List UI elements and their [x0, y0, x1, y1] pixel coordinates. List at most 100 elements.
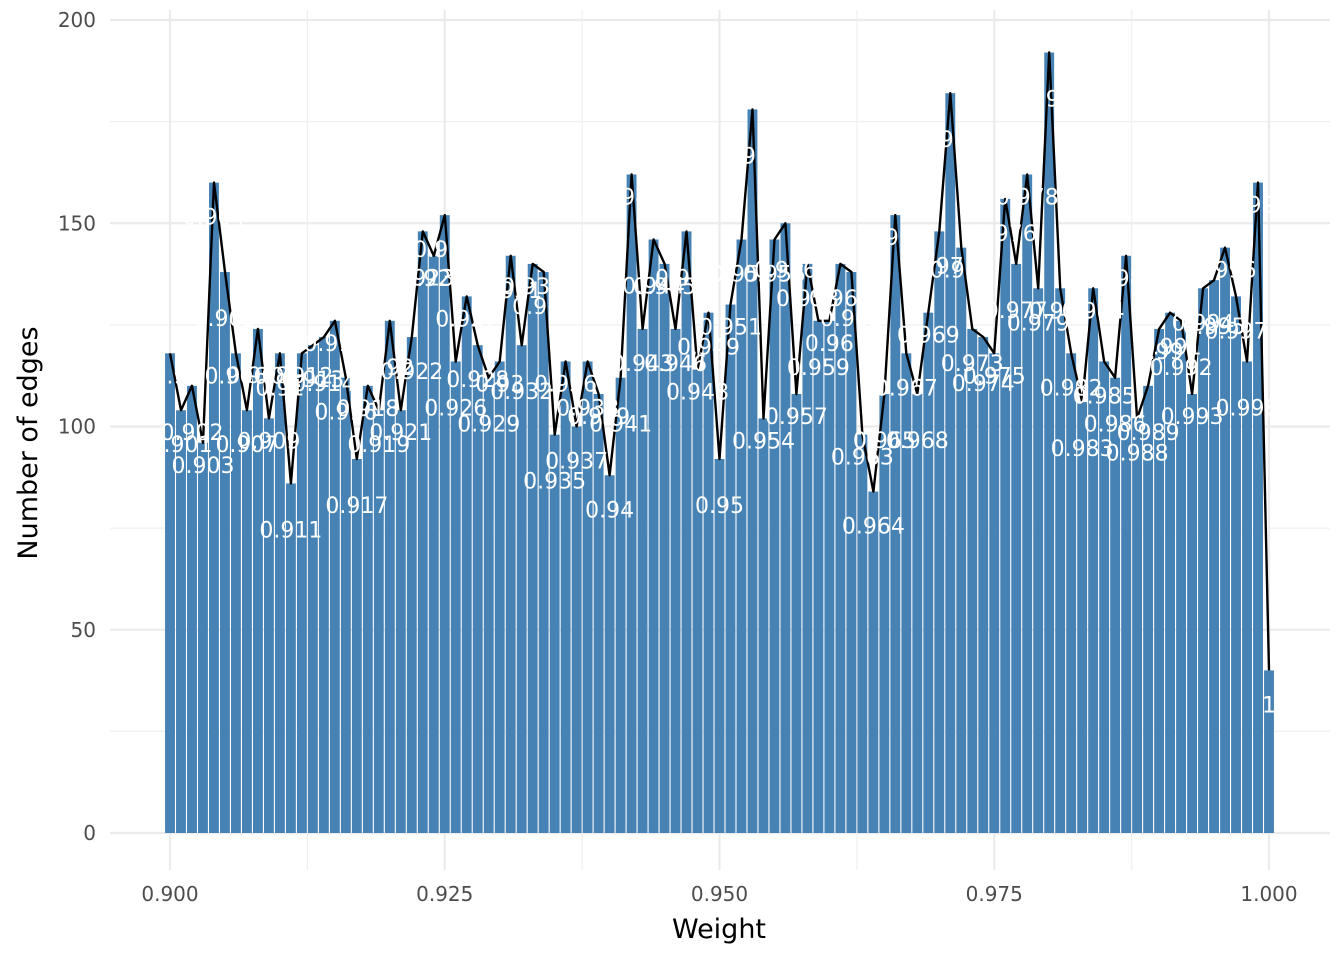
bar [934, 231, 945, 833]
bar-label: 0.922 [380, 360, 443, 385]
bar [516, 345, 527, 833]
bar-label: 0.914 [292, 372, 355, 397]
bar-label: 0.901 [149, 433, 212, 458]
bar-label: 0.969 [897, 324, 960, 349]
bar [263, 418, 274, 833]
bar-label: 0.905 [193, 307, 256, 332]
y-axis-title: Number of edges [13, 326, 44, 559]
y-tick-label: 50 [71, 618, 96, 642]
bar [890, 215, 901, 833]
bar [252, 328, 263, 833]
bar [758, 418, 769, 833]
bar [725, 304, 736, 833]
bar-label: 0.946 [644, 352, 707, 377]
bar-label: 0.906 [204, 364, 267, 389]
bar-label: 0.986 [1084, 413, 1147, 438]
bar-label: 0.99 [1135, 340, 1184, 365]
bar-label: 0.936 [534, 372, 597, 397]
bar [1143, 385, 1154, 833]
bar-label: 0.956 [754, 258, 817, 283]
bar [1187, 393, 1198, 833]
bar [450, 361, 461, 833]
bar-label: 0.963 [831, 446, 894, 471]
bar [780, 223, 791, 833]
bar-label: 0.924 [402, 267, 465, 292]
bar [198, 442, 208, 833]
bar [824, 320, 835, 833]
bar [868, 491, 879, 833]
bar [912, 393, 923, 833]
bar-label: 0.975 [963, 364, 1026, 389]
bar [351, 459, 362, 833]
bar [593, 393, 604, 833]
bar [1033, 288, 1044, 833]
bar-label: 0.935 [523, 470, 586, 495]
bar-label: 0.927 [435, 307, 498, 332]
bar [637, 328, 648, 833]
x-tick-label: 0.925 [416, 882, 473, 906]
bar-label: 0.921 [369, 421, 432, 446]
bar [879, 393, 890, 833]
bar [384, 320, 395, 833]
bar-label: 0.933 [501, 275, 564, 300]
bar-label: 0.93 [475, 372, 524, 397]
bar [230, 353, 241, 833]
bar [176, 410, 186, 833]
bar-label: 0.918 [336, 397, 399, 422]
bar-label: 0.934 [512, 295, 575, 320]
bar-label: 0.919 [347, 433, 410, 458]
y-tick-label: 100 [58, 415, 96, 439]
bar [1088, 288, 1099, 833]
bar [1066, 353, 1077, 833]
bar [967, 328, 978, 833]
bar [791, 393, 802, 833]
x-tick-label: 0.900 [141, 882, 198, 906]
bar [747, 109, 758, 834]
bar [417, 231, 428, 833]
bar-label: 0.964 [842, 515, 905, 540]
bar-label: 0.923 [391, 266, 454, 291]
bar [813, 320, 824, 833]
bar-label: 0.95 [695, 494, 744, 519]
bar-label: 0.931 [479, 279, 542, 304]
bar-label: 0.937 [545, 450, 608, 475]
bar-label: 0.954 [732, 429, 795, 454]
bar-label: 0.978 [996, 185, 1059, 210]
bar-label: 0.939 [567, 405, 630, 430]
bar [439, 215, 450, 833]
bar [209, 182, 219, 834]
bar-label: 0.965 [853, 429, 916, 454]
bar [1011, 263, 1022, 833]
bar-label: 0.976 [974, 222, 1037, 247]
bar-label: 0.962 [820, 307, 883, 332]
bar-label: 0.97 [915, 254, 964, 279]
bar-label: 0.981 [1029, 299, 1092, 324]
bar-label: 0.988 [1106, 441, 1169, 466]
bar [1165, 312, 1176, 833]
bar-label: 0.944 [622, 275, 685, 300]
bar-label: 0.999 [1227, 194, 1290, 219]
bar [582, 361, 593, 833]
bar [681, 231, 692, 833]
bar [648, 239, 659, 833]
bar [494, 361, 505, 833]
bar-label: 0.968 [886, 429, 949, 454]
bar [703, 312, 714, 833]
bar-label: 0.929 [457, 413, 520, 438]
bar [1154, 328, 1165, 833]
bar-label: 0.992 [1150, 356, 1213, 381]
bar [549, 434, 560, 833]
bar [296, 353, 307, 833]
bar [1264, 670, 1274, 833]
bar [1209, 280, 1219, 833]
bar [406, 337, 417, 833]
bar [626, 174, 637, 834]
bars-group [165, 52, 1274, 834]
bar [1132, 418, 1143, 833]
bar-label: 0.967 [875, 376, 938, 401]
bar-label: 0.916 [314, 401, 377, 426]
bar-label: 0.943 [611, 352, 674, 377]
bar [461, 296, 472, 833]
bar-label: 0.959 [787, 356, 850, 381]
